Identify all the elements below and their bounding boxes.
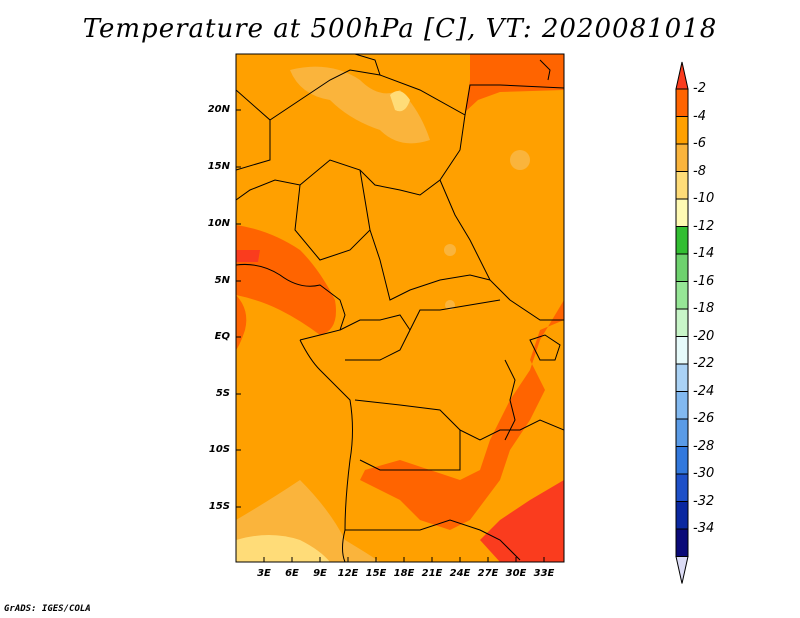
temperature-field bbox=[236, 54, 564, 562]
colorbar-top-arrow bbox=[675, 61, 689, 90]
lat-ticks bbox=[236, 109, 241, 508]
border-6 bbox=[294, 169, 371, 261]
map-title: Temperature at 500hPa [C], VT: 202008101… bbox=[82, 14, 718, 44]
colorbar-label: -34 bbox=[693, 521, 715, 536]
border-3 bbox=[354, 54, 381, 76]
field-cool-spot-1 bbox=[510, 150, 530, 170]
lake-border-1 bbox=[504, 359, 516, 441]
colorbar-swatch bbox=[675, 308, 689, 337]
lon-label: 18E bbox=[393, 568, 415, 579]
colorbar-label: -32 bbox=[693, 494, 715, 509]
colorbar-label: -6 bbox=[693, 136, 706, 151]
lat-label: 5S bbox=[215, 388, 230, 399]
colorbar-swatch bbox=[675, 253, 689, 282]
colorbar-swatch bbox=[675, 88, 689, 117]
lon-label: 12E bbox=[337, 568, 359, 579]
border-12 bbox=[345, 519, 521, 561]
field-warm-southeast bbox=[360, 300, 564, 530]
border-9 bbox=[409, 299, 501, 331]
colorbar-swatch bbox=[675, 363, 689, 392]
lat-label: 15S bbox=[208, 501, 230, 512]
field-cooler-north bbox=[390, 91, 410, 112]
colorbar-label: -26 bbox=[693, 411, 715, 426]
colorbar-swatch bbox=[675, 473, 689, 502]
colorbar-swatch bbox=[675, 501, 689, 530]
border-7 bbox=[369, 229, 491, 301]
lon-label: 30E bbox=[505, 568, 527, 579]
lon-ticks bbox=[263, 557, 545, 562]
colorbar-label: -30 bbox=[693, 466, 715, 481]
border-4 bbox=[464, 84, 564, 116]
lon-label: 27E bbox=[477, 568, 499, 579]
colorbar bbox=[675, 61, 689, 584]
borders bbox=[236, 54, 564, 562]
field-warm-gulf bbox=[236, 295, 247, 350]
lat-label: 10S bbox=[208, 444, 230, 455]
lon-label: 9E bbox=[313, 568, 327, 579]
coast-ne bbox=[539, 59, 551, 81]
colorbar-swatch bbox=[675, 336, 689, 365]
border-1 bbox=[236, 89, 271, 171]
coast-gulf bbox=[236, 264, 346, 341]
coast-west bbox=[299, 339, 353, 562]
colorbar-swatch bbox=[675, 281, 689, 310]
colorbar-label: -14 bbox=[693, 246, 715, 261]
colorbar-swatch bbox=[675, 446, 689, 475]
lon-label: 24E bbox=[449, 568, 471, 579]
lon-label: 15E bbox=[365, 568, 387, 579]
colorbar-swatch bbox=[675, 143, 689, 172]
field-cooler-southwest bbox=[236, 535, 330, 562]
lake-victoria bbox=[529, 334, 561, 361]
border-2 bbox=[236, 69, 466, 201]
colorbar-swatch bbox=[675, 198, 689, 227]
colorbar-label: -4 bbox=[693, 109, 706, 124]
colorbar-label: -16 bbox=[693, 274, 715, 289]
colorbar-swatch bbox=[675, 528, 689, 557]
lat-label: 15N bbox=[207, 161, 230, 172]
field-warm-west bbox=[236, 225, 336, 335]
colorbar-swatch bbox=[675, 171, 689, 200]
colorbar-label: -24 bbox=[693, 384, 715, 399]
colorbar-swatch bbox=[675, 391, 689, 420]
colorbar-bottom-arrow bbox=[675, 556, 689, 584]
lat-label: 5N bbox=[214, 275, 230, 286]
lon-label: 33E bbox=[533, 568, 555, 579]
lon-label: 21E bbox=[421, 568, 443, 579]
field-cool-spot-2 bbox=[444, 244, 456, 256]
map-frame bbox=[235, 53, 565, 563]
colorbar-label: -12 bbox=[693, 219, 715, 234]
colorbar-label: -10 bbox=[693, 191, 715, 206]
field-warm-ne bbox=[465, 54, 564, 112]
field-warmer-coast bbox=[236, 250, 260, 262]
lat-label: EQ bbox=[214, 331, 230, 342]
colorbar-label: -22 bbox=[693, 356, 715, 371]
colorbar-swatch bbox=[675, 418, 689, 447]
border-10 bbox=[354, 399, 461, 471]
colorbar-label: -28 bbox=[693, 439, 715, 454]
colorbar-label: -20 bbox=[693, 329, 715, 344]
lat-label: 20N bbox=[207, 104, 230, 115]
field-cool-north bbox=[290, 66, 430, 144]
lat-label: 10N bbox=[207, 218, 230, 229]
lon-label: 6E bbox=[285, 568, 299, 579]
colorbar-swatch bbox=[675, 226, 689, 255]
colorbar-label: -8 bbox=[693, 164, 706, 179]
lon-label: 3E bbox=[257, 568, 271, 579]
colorbar-label: -2 bbox=[693, 81, 706, 96]
colorbar-swatch bbox=[675, 116, 689, 145]
credit-text: GrADS: IGES/COLA bbox=[4, 604, 91, 614]
colorbar-label: -18 bbox=[693, 301, 715, 316]
